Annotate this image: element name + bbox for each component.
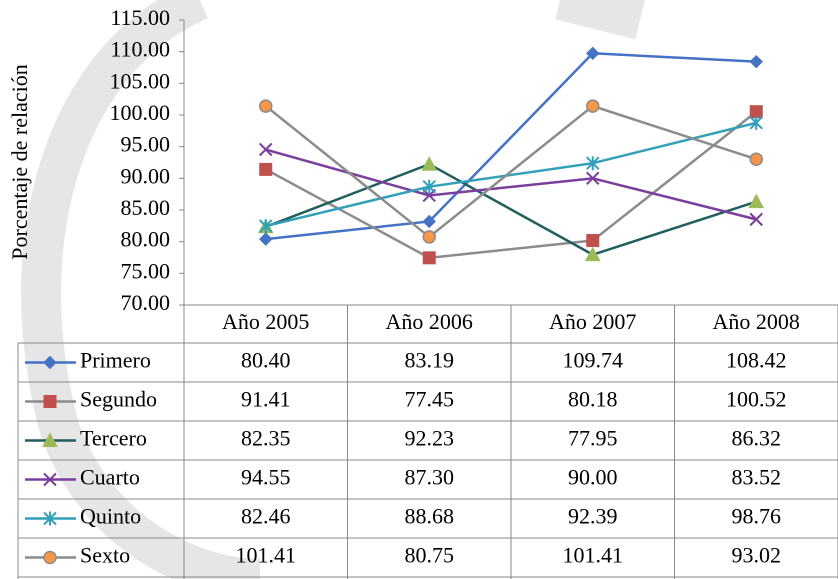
table-value: 92.39	[568, 504, 618, 529]
marker	[43, 395, 57, 408]
marker	[43, 472, 57, 487]
marker	[748, 193, 765, 209]
marker	[422, 214, 436, 229]
table-value: 90.00	[568, 465, 618, 490]
y-tick-label: 85.00	[121, 195, 171, 220]
marker	[584, 246, 601, 262]
watermark	[555, 0, 645, 40]
y-tick-label: 70.00	[121, 290, 171, 315]
category-label: Año 2006	[386, 309, 473, 334]
legend-label: Segundo	[80, 387, 157, 412]
y-tick-label: 90.00	[121, 163, 171, 188]
table-value: 101.41	[236, 543, 297, 568]
table-value: 82.46	[241, 504, 291, 529]
series-line	[265, 162, 757, 257]
y-tick-label: 100.00	[110, 100, 171, 125]
table-value: 83.19	[405, 348, 455, 373]
legend-label: Tercero	[80, 426, 147, 451]
table-value: 108.42	[726, 348, 787, 373]
table-value: 88.68	[405, 504, 455, 529]
series-line	[264, 104, 757, 239]
table-value: 86.32	[732, 426, 782, 451]
marker	[259, 232, 273, 246]
watermark	[21, 0, 261, 579]
y-tick-label: 75.00	[121, 258, 171, 283]
marker	[259, 162, 273, 176]
series-line	[265, 52, 757, 241]
legend-label: Cuarto	[80, 465, 140, 490]
legend-label: Sexto	[80, 543, 130, 568]
marker	[421, 156, 438, 171]
table-value: 77.95	[568, 426, 618, 451]
table-value: 94.55	[241, 465, 291, 490]
marker	[586, 234, 600, 248]
category-label: Año 2007	[549, 309, 636, 334]
marker	[43, 511, 57, 526]
marker	[43, 550, 57, 565]
marker	[259, 142, 273, 157]
marker	[749, 54, 763, 69]
table-value: 109.74	[563, 348, 624, 373]
marker	[749, 152, 763, 166]
legend-label: Primero	[80, 348, 151, 373]
marker	[749, 212, 763, 227]
y-tick-label: 115.00	[110, 5, 170, 30]
table-value: 98.76	[732, 504, 782, 529]
marker	[43, 355, 57, 370]
table-value: 93.02	[732, 543, 782, 568]
marker	[586, 171, 600, 186]
table-value: 80.75	[405, 543, 455, 568]
y-tick-label: 110.00	[110, 37, 170, 62]
table-value: 101.41	[563, 543, 624, 568]
marker	[422, 179, 436, 194]
table-value: 77.45	[405, 387, 455, 412]
marker	[259, 219, 273, 234]
marker	[749, 115, 763, 130]
marker	[422, 230, 436, 244]
y-tick-label: 80.00	[121, 227, 171, 252]
marker	[42, 432, 58, 447]
marker	[422, 251, 436, 265]
y-tick-label: 105.00	[110, 68, 171, 93]
marker	[259, 99, 273, 113]
y-tick-label: 95.00	[121, 132, 171, 157]
series-line	[265, 110, 758, 260]
table-value: 80.18	[568, 387, 618, 412]
table-value: 100.52	[726, 387, 787, 412]
table-value: 87.30	[405, 465, 455, 490]
category-label: Año 2005	[222, 309, 309, 334]
table-value: 91.41	[241, 387, 291, 412]
marker	[586, 99, 600, 113]
table-value: 82.35	[241, 426, 291, 451]
table-value: 92.23	[405, 426, 455, 451]
category-label: Año 2008	[713, 309, 800, 334]
table-value: 80.40	[241, 348, 291, 373]
marker	[586, 46, 600, 61]
legend-label: Quinto	[80, 504, 141, 529]
table-value: 83.52	[732, 465, 782, 490]
series-line	[265, 121, 757, 228]
y-axis-label: Porcentaje de relación	[7, 64, 32, 259]
marker	[586, 156, 600, 171]
